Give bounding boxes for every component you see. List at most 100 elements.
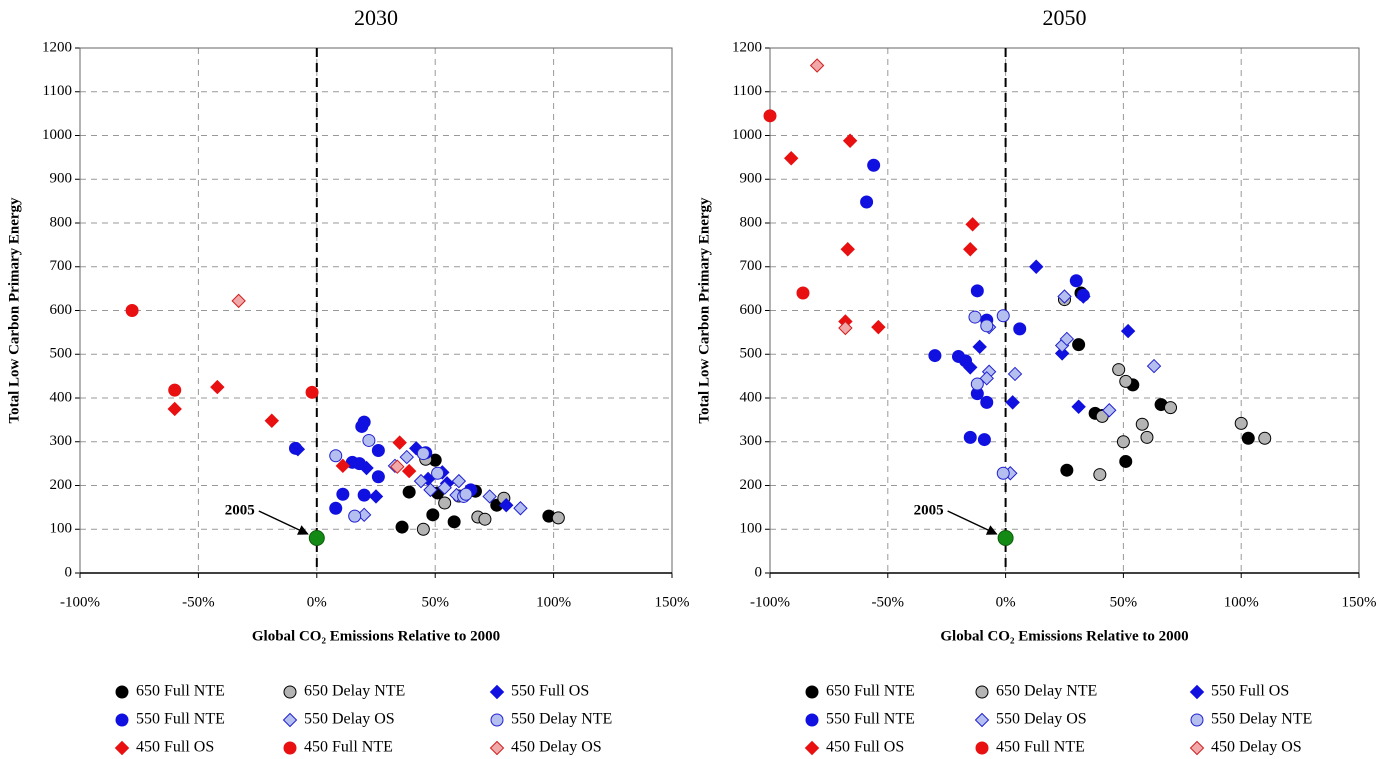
point [963, 430, 977, 444]
legend-marker [805, 713, 819, 727]
point [482, 489, 497, 504]
legend-marker [975, 685, 989, 699]
point [371, 470, 385, 484]
point [478, 512, 492, 526]
point [416, 522, 430, 536]
legend-marker [489, 740, 505, 756]
point [977, 433, 991, 447]
point [335, 458, 351, 474]
point [1093, 468, 1107, 482]
legend-label: 550 Delay OS [996, 711, 1087, 728]
point [437, 480, 452, 495]
point [1069, 274, 1083, 288]
point [167, 401, 182, 417]
point [809, 58, 825, 73]
point [996, 466, 1010, 480]
y-tick-label: 300 [740, 433, 763, 449]
point [551, 511, 565, 525]
point [413, 473, 429, 489]
y-tick-label: 600 [740, 302, 763, 318]
legend-marker [805, 685, 819, 699]
point [451, 473, 467, 489]
y-tick-label: 900 [50, 171, 73, 187]
point [1164, 401, 1178, 415]
y-tick-label: 1100 [733, 83, 762, 99]
point [402, 485, 416, 499]
point [401, 463, 417, 479]
point [867, 158, 881, 172]
point [210, 379, 225, 395]
point [783, 151, 799, 166]
point [231, 293, 246, 309]
x-tick-label: 100% [1224, 594, 1259, 610]
legend-label: 550 Full OS [1211, 683, 1289, 700]
point [336, 487, 350, 501]
point [438, 496, 452, 510]
y-tick-label: 1200 [732, 39, 762, 55]
point [1116, 435, 1130, 449]
y-tick-label: 1100 [43, 83, 72, 99]
y-tick-label: 1000 [732, 127, 762, 143]
point [1029, 259, 1044, 274]
y-tick-label: 700 [740, 258, 763, 274]
point [1072, 338, 1086, 352]
point [305, 385, 319, 399]
legend-label: 650 Delay NTE [996, 683, 1097, 700]
y-tick-label: 300 [50, 433, 73, 449]
chart-title: 2050 [1043, 5, 1087, 30]
point [1119, 454, 1133, 468]
legend-marker [804, 740, 820, 756]
legend-marker [1190, 713, 1204, 727]
x-tick-label: 0% [307, 594, 327, 610]
point [371, 444, 385, 457]
x-axis-label: Global CO₂ Emissions Relative to 2000 [252, 628, 500, 644]
point [168, 383, 182, 397]
legend-label: 450 Full NTE [996, 739, 1085, 756]
legend-marker [490, 713, 504, 727]
point [447, 515, 461, 529]
y-tick-label: 200 [740, 477, 763, 493]
point [352, 457, 366, 471]
legend-marker [115, 685, 129, 699]
point [972, 339, 987, 355]
point [288, 441, 302, 455]
x-tick-label: -100% [750, 594, 790, 610]
y-tick-label: 500 [50, 346, 73, 362]
panel: 2050 0 100 200 300 400 500 600 700 800 900 1000 1100… [696, 5, 1376, 756]
point [1112, 363, 1126, 377]
x-tick-label: 50% [421, 594, 449, 610]
highlight-point [308, 530, 325, 546]
legend-label: 550 Delay NTE [1211, 711, 1312, 728]
legend-marker [282, 712, 298, 728]
x-tick-label: 50% [1110, 594, 1138, 610]
annotation: 2005 [225, 502, 255, 518]
y-tick-label: 1200 [42, 39, 72, 55]
point [1005, 395, 1020, 410]
y-tick-label: 100 [50, 521, 73, 537]
point [426, 508, 440, 522]
legend-marker [1189, 684, 1205, 700]
y-axis-label: Total Low Carbon Primary Energy [696, 197, 712, 424]
x-tick-label: -50% [182, 594, 215, 610]
annotation: 2005 [914, 502, 944, 518]
point [996, 309, 1010, 323]
panel: 2030 0 100 200 300 400 500 600 700 800 900 1000 1100… [6, 5, 689, 756]
legend-marker [114, 740, 130, 756]
y-tick-label: 0 [65, 564, 73, 580]
point [399, 449, 414, 465]
legend-marker [283, 741, 297, 755]
point [1060, 463, 1074, 477]
point [860, 195, 874, 209]
point [1140, 430, 1154, 444]
legend-label: 550 Delay NTE [511, 711, 612, 728]
chart-title: 2030 [354, 5, 398, 30]
y-tick-label: 1000 [42, 127, 72, 143]
legend-label: 550 Full OS [511, 683, 589, 700]
point [357, 488, 371, 502]
point [980, 395, 994, 409]
point [1059, 331, 1075, 347]
point [1057, 289, 1072, 304]
point [1071, 399, 1086, 414]
point [513, 501, 528, 516]
